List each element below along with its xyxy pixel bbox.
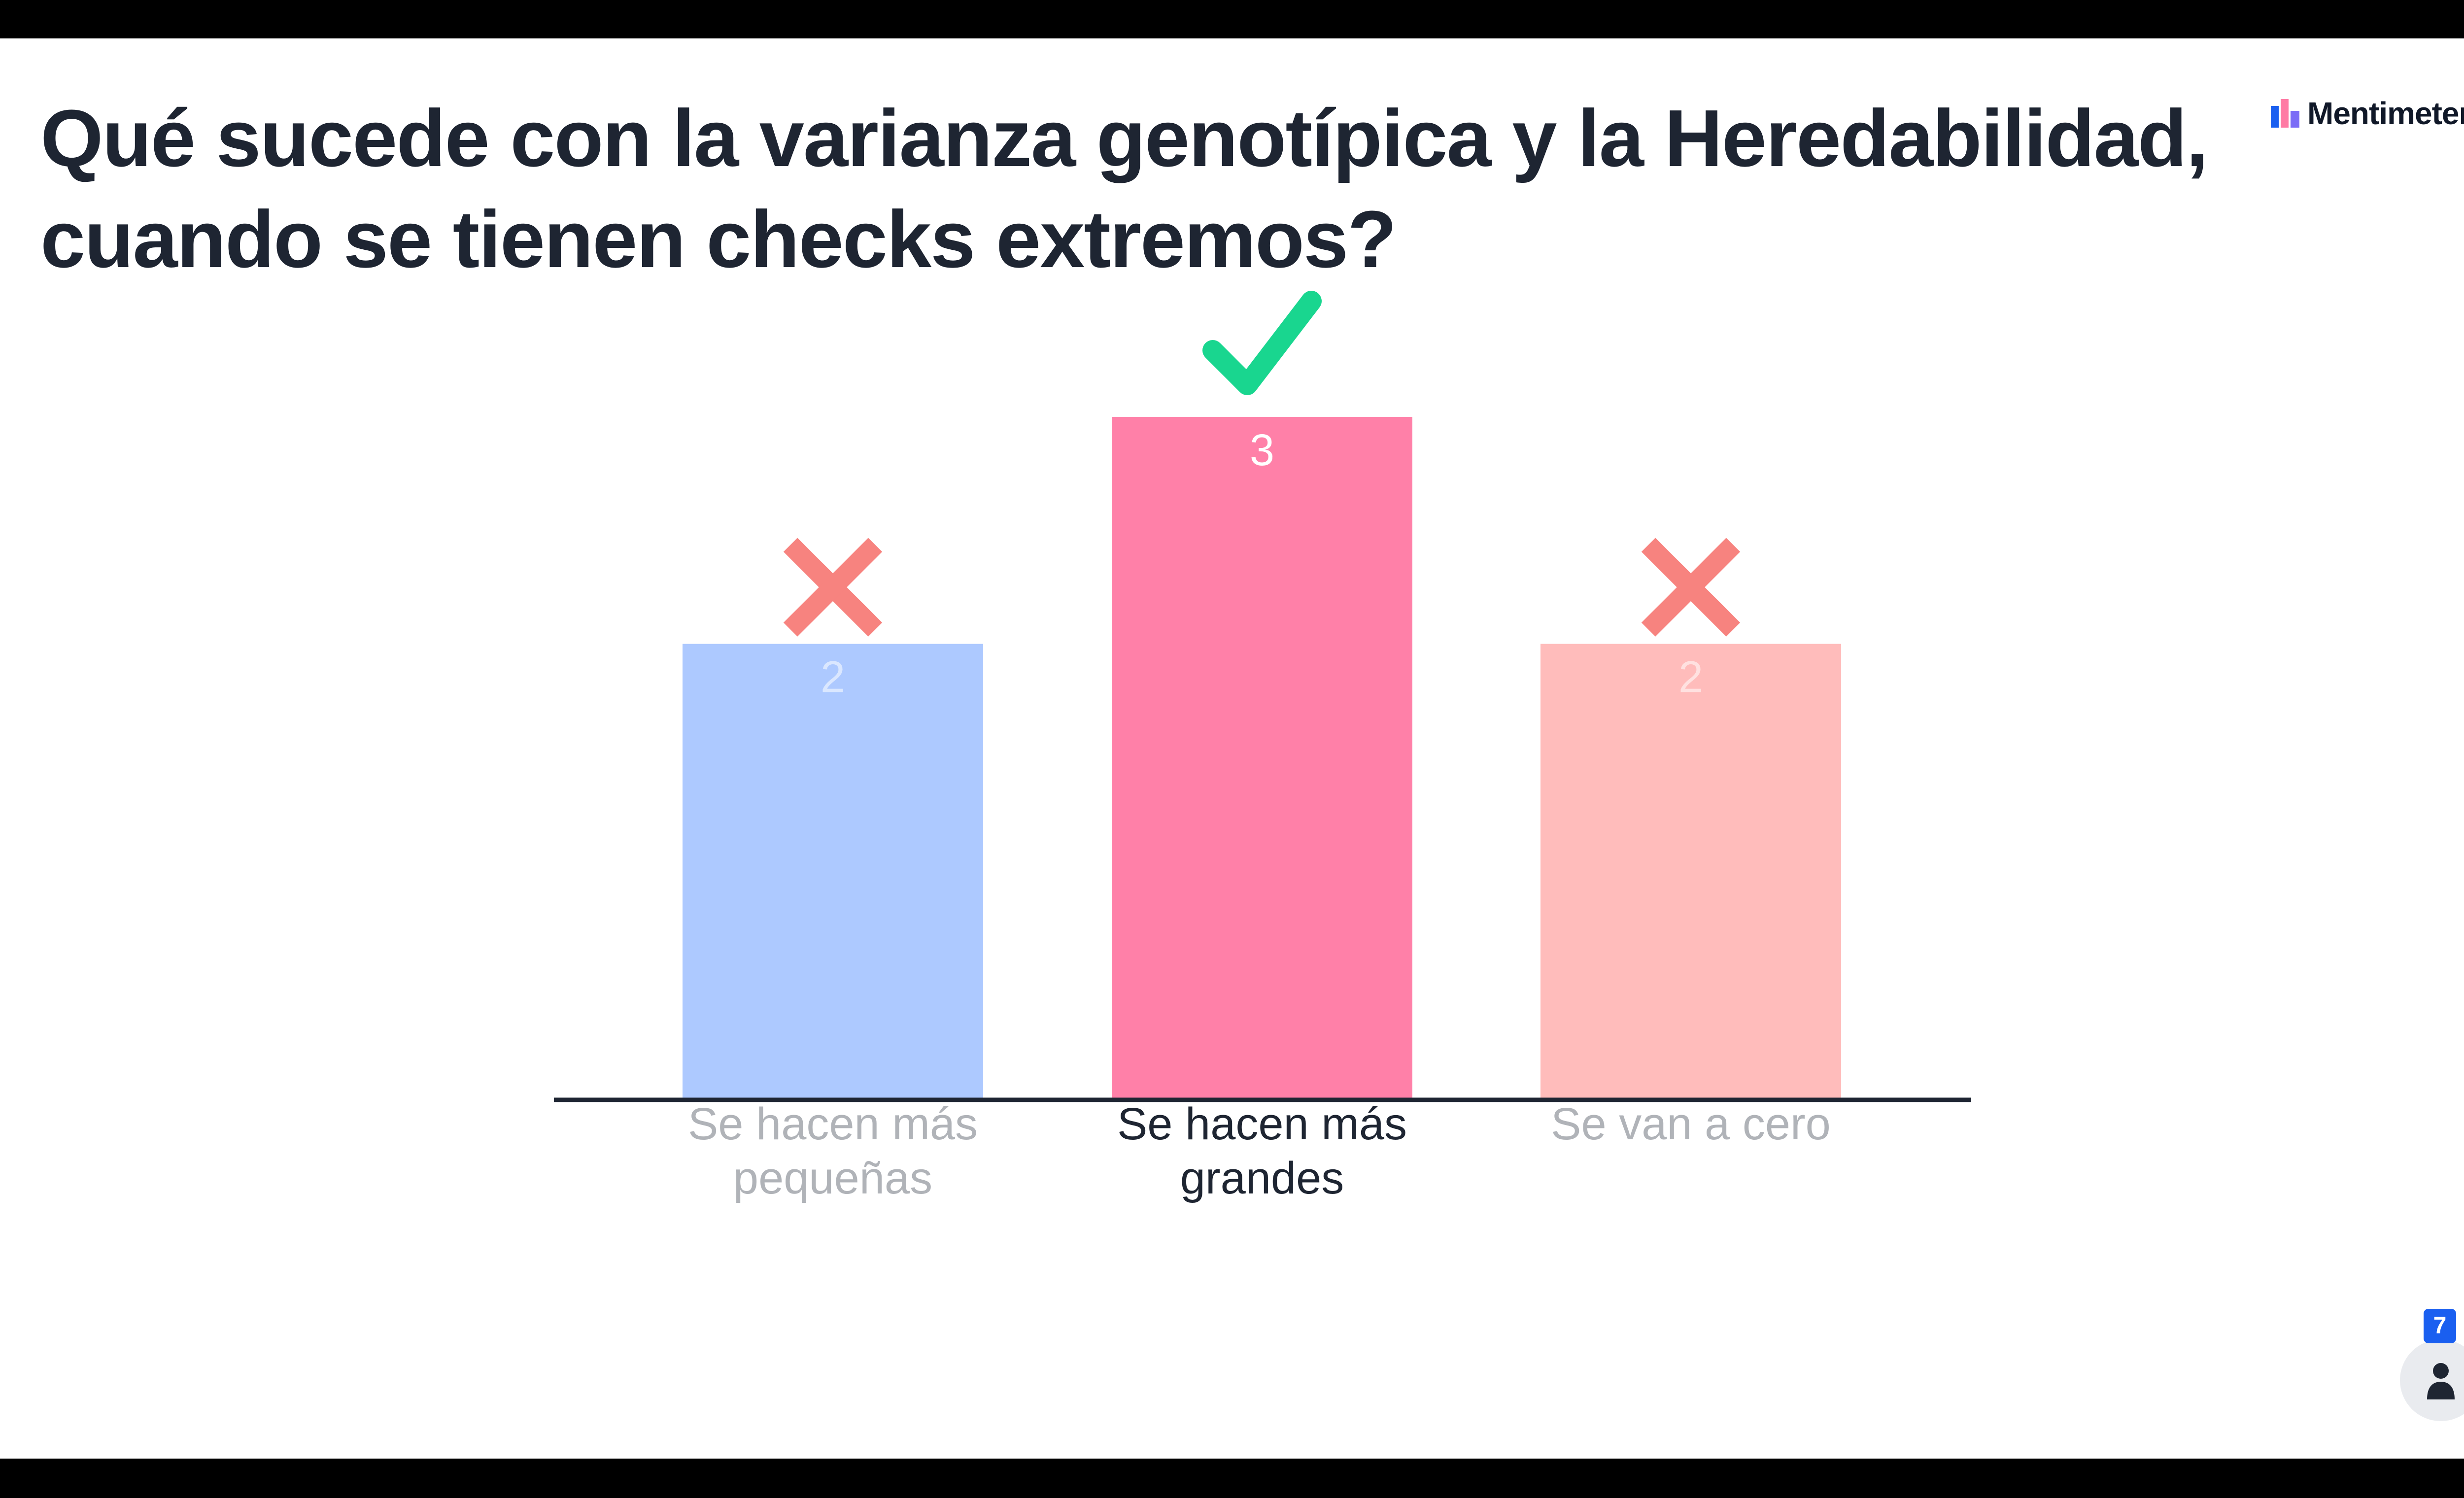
category-label-1: Se hacen más pequeñas: [688, 1099, 978, 1203]
mentimeter-logo-icon: [2271, 99, 2299, 128]
participant-count-badge: 7: [2424, 1309, 2456, 1343]
bar-3: [1540, 644, 1841, 1098]
participants-indicator[interactable]: 7: [2400, 1309, 2464, 1421]
bar-value-label-3: 2: [1678, 653, 1703, 702]
chart-canvas: 2 Se hacen más pequeñas 3 Se hacen más grande…: [554, 291, 1971, 1203]
category-label-2: Se hacen más grandes: [1117, 1099, 1407, 1203]
category-label-3: Se van a cero: [1551, 1099, 1831, 1149]
bar-value-label-2: 3: [1250, 426, 1274, 475]
bar-value-label-1: 2: [821, 653, 845, 702]
correct-check-icon: [1202, 291, 1322, 395]
question-title: Qué sucede con la varianza genotípica y …: [40, 93, 2209, 284]
letterbox-bottom: [0, 1459, 2464, 1498]
letterbox-top: [0, 0, 2464, 38]
participants-button[interactable]: [2400, 1339, 2464, 1421]
bar-1: [683, 644, 983, 1098]
incorrect-cross-icon: [783, 538, 883, 637]
brand: Mentimeter: [2271, 94, 2464, 133]
results-bar-chart: 2 Se hacen más pequeñas 3 Se hacen más grande…: [0, 38, 2464, 1459]
incorrect-cross-icon: [1641, 538, 1741, 637]
presentation-slide: Qué sucede con la varianza genotípica y …: [0, 38, 2464, 1459]
person-icon: [2427, 1363, 2455, 1399]
brand-name: Mentimeter: [2307, 96, 2464, 131]
bar-2: [1112, 417, 1412, 1098]
